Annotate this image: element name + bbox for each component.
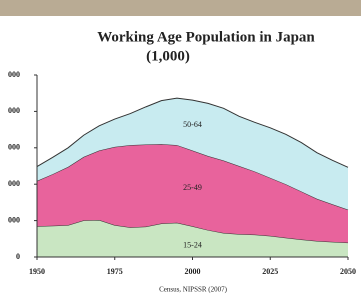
chart-title: Working Age Population in Japan: [97, 29, 315, 45]
source-note: Census, NIPSSR (2007): [159, 286, 228, 294]
x-tick-label: 1975: [107, 267, 123, 276]
x-tick-label: 2025: [262, 267, 278, 276]
x-tick-label: 2050: [340, 267, 356, 276]
chart: Working Age Population in Japan (1,000) …: [0, 0, 361, 300]
y-tick-label: 000: [8, 106, 20, 115]
x-tick-label: 2000: [185, 267, 201, 276]
y-tick-label: 000: [8, 70, 20, 79]
y-tick-label: 000: [8, 179, 20, 188]
series-label: 25-49: [183, 183, 202, 192]
chart-subtitle: (1,000): [146, 48, 190, 64]
series-label: 50-64: [183, 120, 202, 129]
y-tick-label: 0: [16, 252, 20, 261]
header-strip: [0, 0, 361, 16]
y-tick-label: 000: [8, 215, 20, 224]
y-tick-label: 000: [8, 143, 20, 152]
series-label: 15-24: [183, 240, 202, 249]
x-tick-label: 1950: [29, 267, 45, 276]
